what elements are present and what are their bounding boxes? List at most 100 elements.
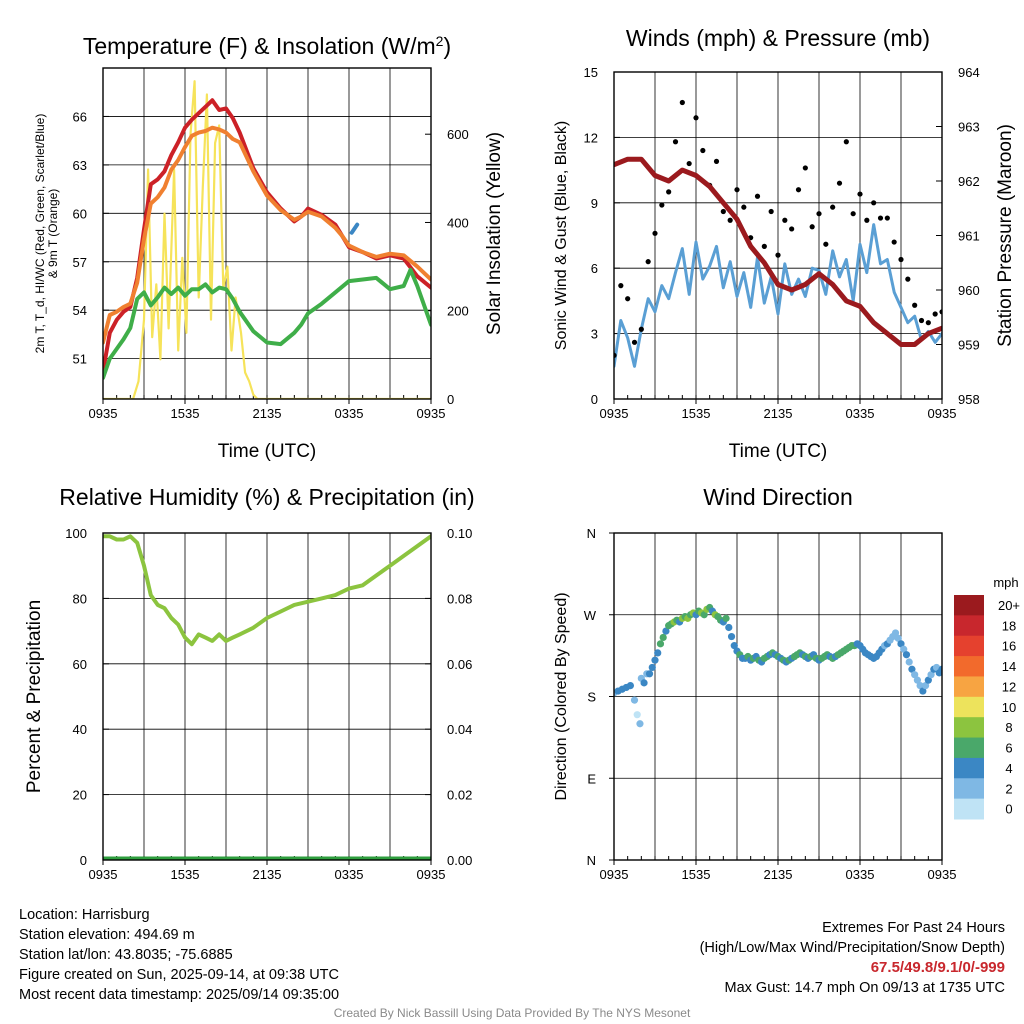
direction-point <box>640 679 648 687</box>
x-tick-label: 0335 <box>335 406 364 421</box>
x-tick-label: 1535 <box>682 406 711 421</box>
y-tick-label: 9 <box>591 196 598 211</box>
colorbar-label: 12 <box>1002 679 1016 694</box>
data-layer <box>614 603 942 728</box>
chart-title: Relative Humidity (%) & Precipitation (i… <box>59 484 474 510</box>
gust-point <box>843 139 849 145</box>
x-tick-label: 2135 <box>764 406 793 421</box>
direction-point <box>659 633 667 642</box>
y-tick-label: 66 <box>73 109 87 124</box>
x-tick-label: 0935 <box>89 406 118 421</box>
gust-point <box>857 191 863 197</box>
direction-point <box>700 611 708 619</box>
y2-axis-label: Solar Insolation (Yellow) <box>484 132 505 335</box>
gust-point <box>652 230 658 236</box>
y-tick-label: S <box>587 690 596 705</box>
gust-point <box>877 215 884 221</box>
y-tick-label: 80 <box>73 591 87 606</box>
gust-point <box>918 317 925 324</box>
x-tick-label: 0335 <box>846 406 875 421</box>
y-tick-label: 60 <box>73 206 87 221</box>
y-tick-label: N <box>587 526 596 541</box>
gust-point <box>631 339 638 345</box>
y2-tick-label: 964 <box>958 65 980 80</box>
colorbar-swatch <box>954 717 984 739</box>
gust-point <box>802 165 808 171</box>
gust-point <box>905 276 911 282</box>
colorbar-swatch <box>954 757 984 779</box>
plot-frame <box>613 532 943 861</box>
gust-point <box>932 311 938 317</box>
x-tick-label: 2135 <box>253 406 282 421</box>
gust-point <box>645 259 651 265</box>
direction-point <box>913 676 922 684</box>
gust-point <box>720 208 726 215</box>
x-axis-label: Time (UTC) <box>218 441 317 462</box>
chart-dir: Wind Direction 0935 1535 2135 0335 0935 N E S W N D… <box>553 484 1020 882</box>
y-tick-label: 40 <box>73 722 87 737</box>
direction-point <box>902 651 911 659</box>
gust-point <box>672 139 679 145</box>
direction-point <box>626 682 635 690</box>
series-sonic-wind <box>614 223 942 368</box>
x-axis-label: Time (UTC) <box>729 441 828 462</box>
y2-tick-label: 958 <box>958 392 980 407</box>
y2-tick-label: 0.02 <box>447 788 472 803</box>
gust-point <box>884 215 890 221</box>
direction-point <box>894 634 902 642</box>
direction-point <box>905 658 913 666</box>
gust-point <box>625 296 631 302</box>
direction-point <box>730 642 738 650</box>
y2-tick-label: 200 <box>447 304 469 319</box>
plot-frame <box>102 67 432 400</box>
y2-tick-label: 959 <box>958 338 980 353</box>
direction-point <box>630 696 639 704</box>
colorbar-label: 20+ <box>998 598 1020 613</box>
colorbar-label: 16 <box>1002 639 1016 654</box>
direction-point <box>727 632 736 641</box>
y-tick-label: W <box>584 608 597 623</box>
y-axis-label-line: & 9m T (Orange) <box>46 189 60 279</box>
direction-point <box>927 671 935 679</box>
direction-point <box>932 663 941 672</box>
series-pressure <box>614 156 942 347</box>
gust-point <box>795 187 802 193</box>
colorbar-label: 10 <box>1002 700 1016 715</box>
y2-tick-label: 0.04 <box>447 722 472 737</box>
direction-point <box>938 665 942 673</box>
x-tick-label: 0335 <box>335 867 364 882</box>
gust-point <box>891 239 897 245</box>
gust-point <box>741 204 747 210</box>
colorbar-label: 6 <box>1005 741 1012 756</box>
gust-point <box>816 211 822 217</box>
x-tick-label: 0935 <box>417 867 446 882</box>
y-axis-label-line: 2m T, T_d, HI/WC (Red, Green, Scarlet/Bl… <box>33 114 47 354</box>
direction-point <box>897 640 905 648</box>
gust-point <box>850 211 856 217</box>
figure-created: Figure created on Sun, 2025-09-14, at 09… <box>19 967 339 983</box>
direction-point <box>900 645 908 653</box>
latest-timestamp: Most recent data timestamp: 2025/09/14 0… <box>19 987 340 1003</box>
y-tick-label: 51 <box>73 352 87 367</box>
y2-tick-label: 400 <box>447 215 469 230</box>
x-tick-label: 0935 <box>928 406 957 421</box>
direction-point <box>911 671 919 679</box>
credit-line: Created By Nick Bassill Using Data Provi… <box>333 1006 691 1020</box>
data-layer <box>103 534 431 860</box>
chart-rh: Relative Humidity (%) & Precipitation (i… <box>24 484 475 882</box>
station-location: Location: Harrisburg <box>19 907 150 923</box>
y2-tick-label: 962 <box>958 174 980 189</box>
direction-point <box>722 614 730 622</box>
gust-point <box>700 147 706 154</box>
extremes-subheading: (High/Low/Max Wind/Precipitation/Snow De… <box>699 940 1005 956</box>
gust-point <box>830 204 836 210</box>
chart-title-superscript: 2 <box>436 33 444 49</box>
x-tick-label: 0335 <box>846 867 875 882</box>
colorbar-swatch <box>954 798 984 820</box>
gust-point <box>789 226 795 232</box>
gust-point <box>912 302 918 308</box>
gust-point <box>638 326 644 332</box>
colorbar-label: 18 <box>1002 618 1016 633</box>
y-axis-label: 2m T, T_d, HI/WC (Red, Green, Scarlet/Bl… <box>33 114 60 354</box>
